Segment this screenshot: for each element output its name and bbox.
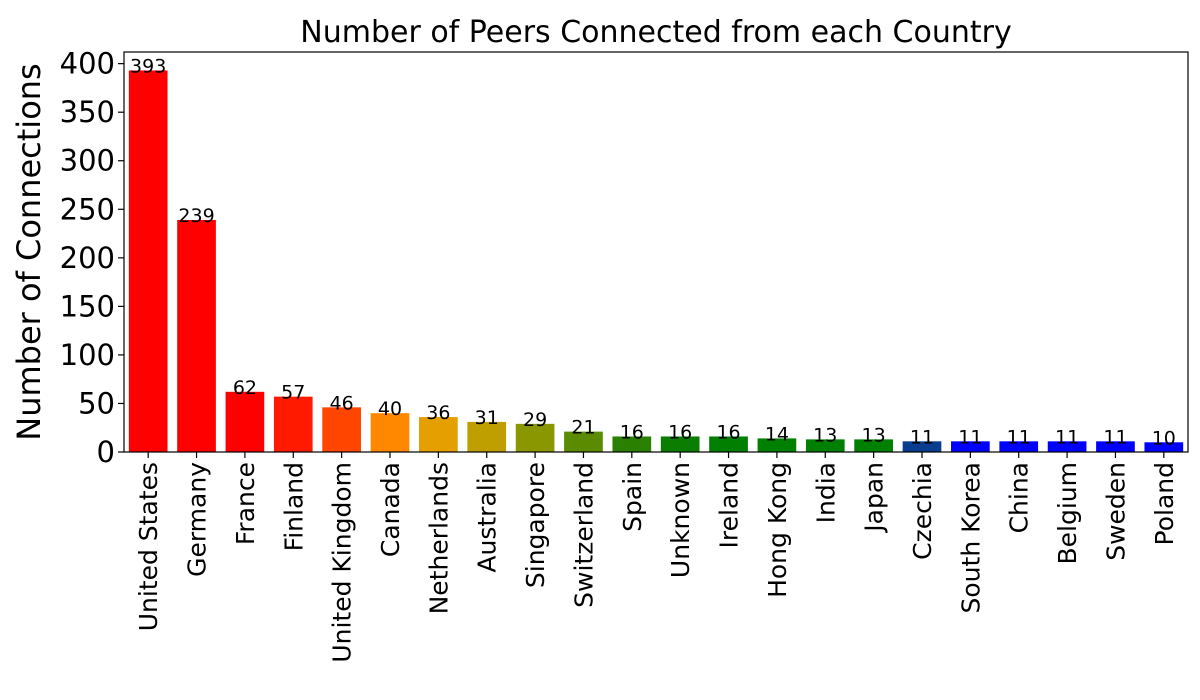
x-tick-label-japan: Japan <box>860 462 889 534</box>
y-tick-label-400: 400 <box>60 47 115 81</box>
bar-unknown <box>660 436 700 452</box>
plot-area-frame <box>123 51 1189 453</box>
bar-value-label-hong-kong: 14 <box>765 423 789 445</box>
x-tick-label-czechia: Czechia <box>908 462 937 560</box>
bar-value-label-canada: 40 <box>378 398 402 420</box>
bar-united-kingdom <box>322 407 361 452</box>
bar-value-label-australia: 31 <box>475 407 499 429</box>
bar-hong-kong <box>757 438 797 452</box>
bar-value-label-finland: 57 <box>281 382 305 404</box>
y-tick-label-150: 150 <box>60 289 115 323</box>
chart-title: Number of Peers Connected from each Coun… <box>300 15 1011 50</box>
bar-value-label-germany: 239 <box>178 205 214 227</box>
x-tick-label-singapore: Singapore <box>521 462 550 588</box>
x-tick-label-netherlands: Netherlands <box>424 462 453 614</box>
x-tick-label-south-korea: South Korea <box>956 462 985 613</box>
y-tick-label-50: 50 <box>78 386 115 420</box>
bar-switzerland <box>564 431 603 452</box>
bar-value-label-united-kingdom: 46 <box>330 392 354 414</box>
bar-value-label-india: 13 <box>813 424 837 446</box>
x-tick-label-germany: Germany <box>183 462 212 577</box>
bar-china <box>999 441 1039 452</box>
bar-japan <box>854 439 893 452</box>
bar-value-label-sweden: 11 <box>1103 426 1127 448</box>
x-tick-label-poland: Poland <box>1150 462 1179 545</box>
bar-value-label-czechia: 11 <box>910 426 934 448</box>
x-tick-label-united-states: United States <box>134 462 163 631</box>
bar-germany <box>177 219 216 452</box>
x-tick-label-france: France <box>231 462 260 545</box>
bar-value-label-spain: 16 <box>620 421 644 443</box>
bar-value-label-singapore: 29 <box>523 409 547 431</box>
bar-netherlands <box>419 417 458 452</box>
x-tick-label-unknown: Unknown <box>666 462 695 578</box>
bar-spain <box>612 436 652 452</box>
bar-czechia <box>902 441 942 452</box>
x-tick-label-united-kingdom: United Kingdom <box>328 462 357 663</box>
bar-value-label-belgium: 11 <box>1055 426 1079 448</box>
bar-value-label-china: 11 <box>1007 426 1031 448</box>
x-tick-label-china: China <box>1005 462 1034 533</box>
y-axis-ticks: 0 50 100 150 200 250 300 350 400 <box>60 47 124 469</box>
y-tick-label-250: 250 <box>60 192 115 226</box>
bar-sweden <box>1096 441 1135 452</box>
x-tick-label-finland: Finland <box>279 462 308 551</box>
y-axis-label: Number of Connections <box>10 63 48 440</box>
bar-value-label-netherlands: 36 <box>426 402 450 424</box>
y-tick-label-200: 200 <box>60 241 115 275</box>
x-tick-label-belgium: Belgium <box>1053 462 1082 565</box>
bar-value-label-ireland: 16 <box>716 421 740 443</box>
x-tick-label-australia: Australia <box>473 462 502 573</box>
x-axis-ticks: United States Germany France Finland United … <box>134 452 1179 663</box>
bar-labels-group: 393 239 62 57 46 40 36 31 29 21 16 16 16 14 13 13 11 11 11… <box>130 55 1176 449</box>
bar-south-korea <box>951 441 990 452</box>
x-tick-label-ireland: Ireland <box>715 462 744 548</box>
x-tick-label-sweden: Sweden <box>1101 462 1130 561</box>
bar-france <box>225 391 265 452</box>
y-tick-label-300: 300 <box>60 144 115 178</box>
bar-belgium <box>1047 441 1087 452</box>
y-tick-label-0: 0 <box>97 435 115 469</box>
bar-singapore <box>515 423 555 452</box>
bar-value-label-south-korea: 11 <box>958 426 982 448</box>
x-tick-label-switzerland: Switzerland <box>569 462 598 608</box>
bars-group <box>128 70 1184 453</box>
bar-value-label-poland: 10 <box>1152 427 1176 449</box>
x-tick-label-spain: Spain <box>618 462 647 532</box>
bar-ireland <box>709 436 748 452</box>
bar-united-states <box>128 70 168 453</box>
x-tick-label-india: India <box>811 462 840 523</box>
bar-india <box>805 439 845 452</box>
y-tick-label-100: 100 <box>60 338 115 372</box>
bar-value-label-unknown: 16 <box>668 421 692 443</box>
x-tick-label-hong-kong: Hong Kong <box>763 462 792 598</box>
bar-canada <box>370 413 410 452</box>
bar-value-label-japan: 13 <box>862 424 886 446</box>
bar-finland <box>273 396 313 452</box>
bar-value-label-france: 62 <box>233 377 257 399</box>
bar-australia <box>467 421 507 452</box>
bar-poland <box>1144 442 1184 452</box>
y-tick-label-350: 350 <box>60 95 115 129</box>
bar-value-label-switzerland: 21 <box>571 417 595 439</box>
x-tick-label-canada: Canada <box>376 462 405 557</box>
bar-value-label-united-states: 393 <box>130 55 166 77</box>
